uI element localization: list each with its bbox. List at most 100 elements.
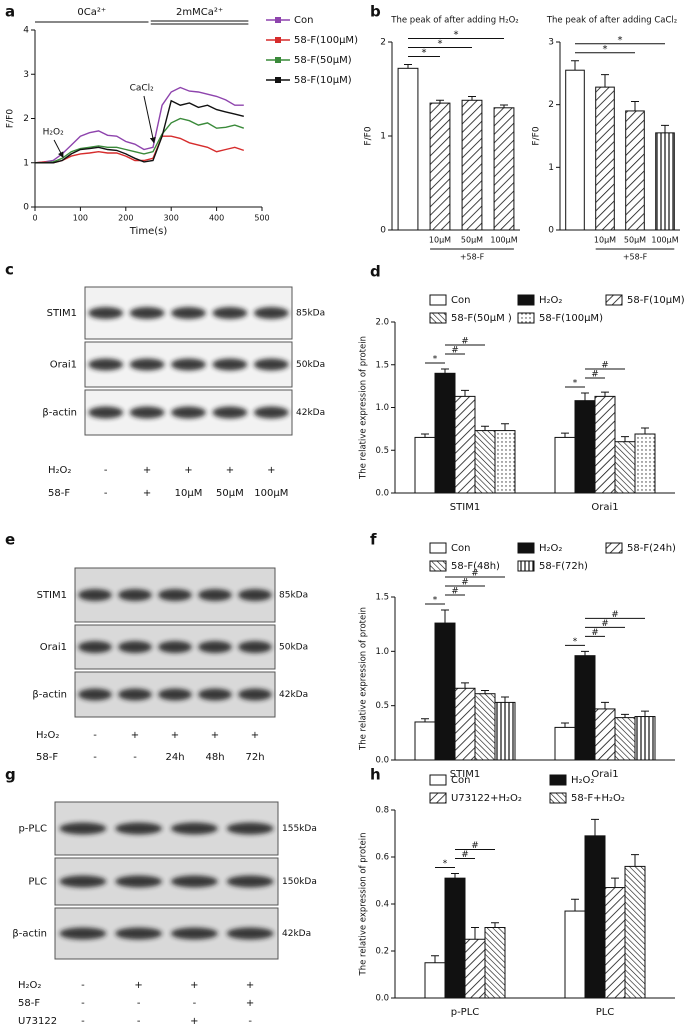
treatment-label: 58-F [48, 488, 70, 499]
blot-band [198, 641, 232, 653]
bar [614, 441, 636, 494]
y-tick-label: 0.4 [375, 900, 389, 910]
error-bar [571, 60, 579, 71]
y-axis-label: The relative expression of protein [359, 833, 369, 977]
significance-label: * [443, 859, 448, 869]
y-tick-label: 0.0 [375, 994, 389, 1004]
treatment-mark: 48h [205, 752, 224, 763]
x-tick-label: 300 [164, 214, 179, 223]
legend-label: 58-F(72h) [539, 561, 588, 572]
blot-band [129, 358, 165, 371]
x-tick-label: p-PLC [451, 1007, 480, 1018]
blot-band [253, 307, 289, 319]
legend-marker [275, 57, 281, 63]
bar [484, 927, 506, 999]
blot-band [115, 927, 163, 940]
error-bar [601, 74, 609, 88]
blot-band [88, 406, 124, 419]
error-bar [631, 854, 639, 867]
error-bar [468, 96, 476, 101]
blot-band [253, 406, 289, 419]
blot-band [158, 589, 192, 601]
legend-swatch [429, 792, 447, 804]
blot-band [59, 875, 107, 888]
blot-row-label: PLC [28, 877, 47, 888]
blot-band [226, 822, 274, 835]
x-tick-label: 500 [254, 214, 269, 223]
blot-band [129, 406, 165, 419]
x-axis-label: Time(s) [129, 226, 168, 237]
error-bar [500, 104, 508, 108]
error-bar [461, 389, 469, 397]
blot-row-label: p-PLC [18, 824, 47, 835]
bar [434, 372, 456, 494]
annotation: 2mMCa²⁺ [176, 7, 223, 18]
treatment-mark: + [267, 465, 275, 476]
blot-band [238, 688, 272, 701]
treatment-mark: - [81, 980, 85, 991]
legend-swatch [549, 774, 567, 786]
bar [655, 132, 675, 231]
error-bar [481, 689, 489, 694]
y-tick-label: 2 [548, 100, 554, 110]
treatment-mark: + [171, 730, 179, 741]
treatment-mark: - [104, 465, 108, 476]
treatment-mark: + [184, 465, 192, 476]
error-bar [421, 718, 429, 722]
blot-band [226, 875, 274, 888]
blot-band [59, 822, 107, 835]
error-bar [561, 722, 569, 728]
legend-label: 58-F(100μM) [539, 313, 603, 324]
treatment-label: 58-F [36, 752, 58, 763]
significance-label: # [601, 360, 609, 370]
blot-band [78, 641, 112, 653]
error-bar [571, 898, 579, 912]
series-line [34, 86, 244, 164]
blot-band [212, 307, 248, 319]
group-label: +58-F [623, 253, 648, 262]
legend-label: Con [294, 15, 313, 26]
treatment-mark: - [93, 752, 97, 763]
bar [594, 395, 616, 494]
blot-band [158, 641, 192, 653]
blot-band [171, 307, 206, 319]
error-bar [601, 701, 609, 709]
x-tick-label: PLC [596, 1007, 615, 1018]
blot-band [115, 875, 163, 888]
annotation: CaCl₂ [130, 84, 155, 94]
treatment-mark: + [211, 730, 219, 741]
treatment-label: H₂O₂ [18, 980, 41, 991]
y-tick-label: 0.6 [375, 853, 389, 863]
blot-band [238, 589, 272, 601]
blot-size-label: 85kDa [296, 309, 325, 319]
legend-label: 58-F(24h) [627, 543, 676, 554]
legend-label: H₂O₂ [571, 775, 594, 786]
blot-band [129, 307, 165, 319]
bar [454, 395, 476, 494]
significance-label: * [573, 637, 578, 647]
bar [397, 67, 419, 231]
blot-size-label: 85kDa [279, 591, 308, 601]
legend-swatch [605, 294, 623, 306]
legend-label: 58-F(48h) [451, 561, 500, 572]
y-tick-label: 0.2 [375, 947, 389, 957]
error-bar [641, 427, 649, 435]
error-bar [661, 124, 669, 133]
legend-swatch [517, 542, 535, 554]
treatment-mark: - [133, 752, 137, 763]
blot-row-label: STIM1 [37, 590, 67, 601]
legend-swatch [517, 312, 535, 324]
blot-band [253, 358, 289, 371]
treatment-mark: + [143, 465, 151, 476]
bar [584, 835, 606, 999]
error-bar [431, 955, 439, 963]
significance-label: # [591, 628, 599, 638]
treatment-mark: - [248, 1016, 252, 1027]
error-bar [621, 436, 629, 442]
significance-label: * [422, 48, 427, 59]
treatment-mark: - [137, 998, 141, 1009]
blot-band [198, 589, 232, 601]
chart-title: The peak of after adding H₂O₂ [390, 16, 518, 26]
blot-band [171, 406, 206, 419]
group-label: +58-F [460, 253, 485, 262]
